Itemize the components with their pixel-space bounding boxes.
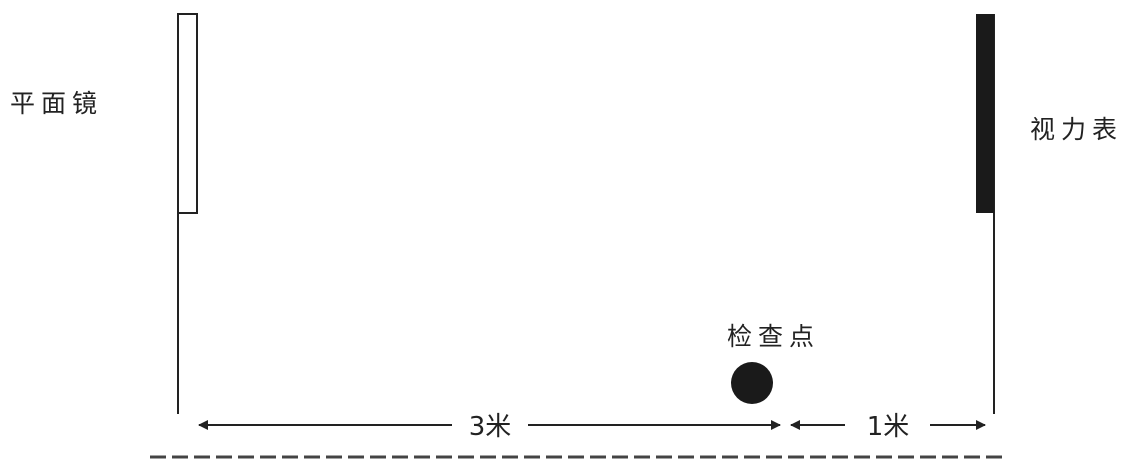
distance-label-1m: 1米: [867, 412, 910, 442]
checkpoint-dot: [731, 362, 773, 404]
mirror-label: 平面镜: [10, 89, 103, 118]
distance-label-3m: 3米: [469, 412, 512, 442]
eye-chart-label: 视力表: [1030, 115, 1123, 144]
plane-mirror: [177, 13, 198, 214]
eye-chart: [976, 14, 994, 213]
checkpoint-label: 检查点: [727, 322, 820, 351]
